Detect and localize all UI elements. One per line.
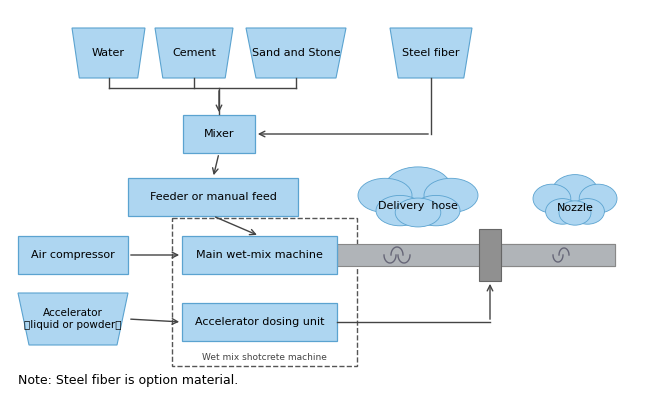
Text: Cement: Cement [172,48,216,58]
Ellipse shape [579,184,617,213]
Ellipse shape [571,198,605,224]
Text: Water: Water [92,48,125,58]
Bar [501,244,615,266]
Ellipse shape [533,184,571,213]
Text: Accelerator dosing unit: Accelerator dosing unit [195,317,325,327]
Bar [128,178,298,216]
Bar [172,218,357,366]
Text: Air compressor: Air compressor [31,250,115,260]
Ellipse shape [395,198,441,227]
Text: Nozzle: Nozzle [556,203,594,213]
Ellipse shape [546,198,579,224]
Bar [182,303,337,341]
Ellipse shape [552,175,598,210]
Bar [183,115,255,153]
Text: Delivery  hose: Delivery hose [378,201,458,211]
Polygon shape [246,28,346,78]
Polygon shape [155,28,233,78]
Ellipse shape [412,195,460,226]
Ellipse shape [424,178,478,212]
Text: Wet mix shotcrete machine: Wet mix shotcrete machine [202,353,327,362]
Polygon shape [72,28,145,78]
Bar [337,244,615,266]
Bar [18,236,128,274]
Ellipse shape [376,195,424,226]
Text: Feeder or manual feed: Feeder or manual feed [150,192,276,202]
Ellipse shape [358,178,412,212]
Polygon shape [18,293,128,345]
Polygon shape [390,28,472,78]
Bar [479,229,501,281]
Ellipse shape [385,167,451,209]
Ellipse shape [559,201,591,225]
Text: Main wet-mix machine: Main wet-mix machine [196,250,323,260]
Text: Accelerator
（liquid or powder）: Accelerator （liquid or powder） [24,308,121,330]
Text: Sand and Stone: Sand and Stone [251,48,340,58]
Text: Steel fiber: Steel fiber [402,48,460,58]
Text: Mixer: Mixer [204,129,234,139]
Text: Note: Steel fiber is option material.: Note: Steel fiber is option material. [18,374,238,387]
Bar [182,236,337,274]
